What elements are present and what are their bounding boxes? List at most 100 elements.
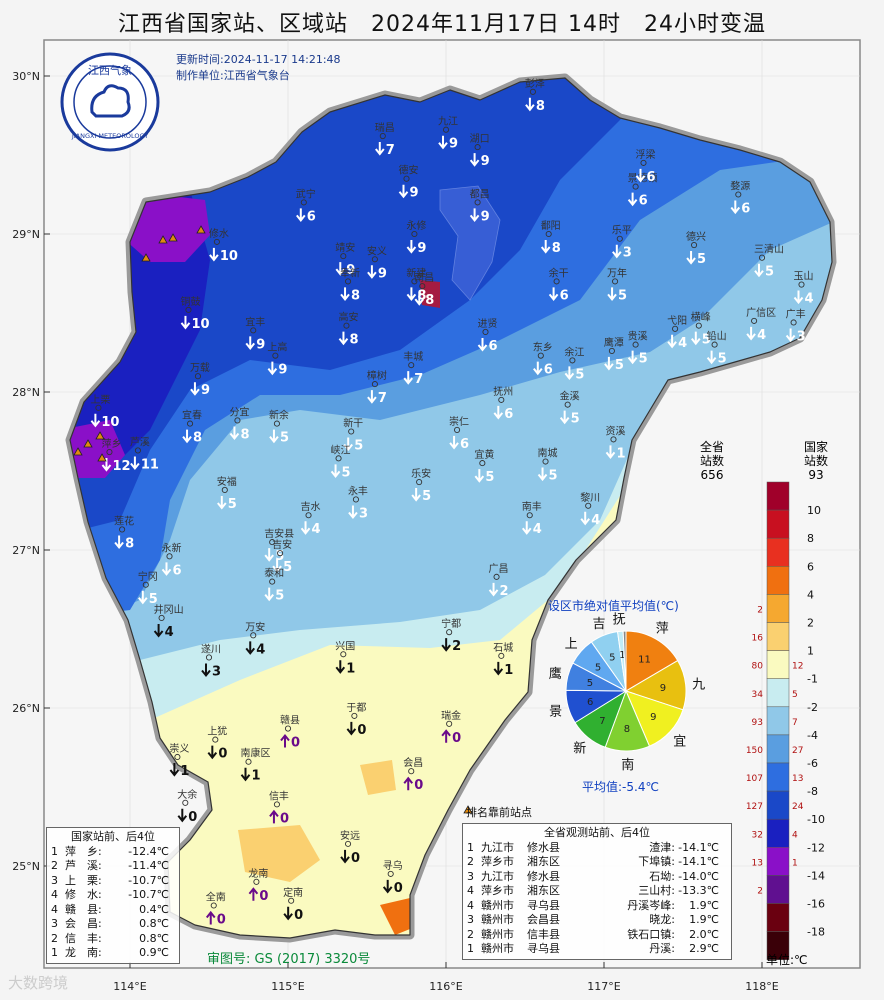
colorbar-tick-label: 6 (807, 560, 814, 573)
station-value: 6 (173, 563, 182, 578)
county-name: 湘东区 (527, 855, 560, 868)
lat-tick-label: 29°N (12, 228, 40, 241)
station-dot-icon (335, 455, 342, 462)
arrow-down-icon (348, 505, 358, 520)
rank-triangle-icon (73, 447, 83, 456)
lat-tick-label: 30°N (12, 70, 40, 83)
station-樟树: 樟树 7 (367, 369, 387, 406)
station-value: 5 (485, 470, 494, 485)
arrow-up-icon (403, 776, 414, 791)
temp-value: 0.8℃ (139, 931, 169, 945)
meta-info: 更新时间:2024-11-17 14:21:48 制作单位:江西省气象台 (176, 52, 341, 84)
station-dot-icon (174, 753, 181, 761)
colorbar-swatch (766, 706, 790, 736)
arrow-up-icon (248, 887, 259, 901)
pie-name-label: 吉 (593, 617, 606, 632)
arrow-down-icon (283, 906, 293, 921)
station-name: 玉山 (794, 271, 814, 283)
province-rank-row: 2 萍乡市 湘东区 下埠镇: -14.1℃ (467, 855, 727, 870)
station-name: 修 水: (65, 888, 102, 901)
station-大余: 大余 0 (177, 788, 197, 825)
pie-name-label: 新 (573, 741, 586, 757)
station-name: 丰城 (403, 350, 423, 363)
pie-name-label: 景 (549, 705, 562, 720)
station-dot-icon (269, 539, 276, 546)
station-value: 3 (359, 506, 368, 521)
jiangxi-meteorology-logo: 江西气象 JIANGXI METEOROLOGY (60, 52, 160, 152)
colorbar-tick-label: -6 (807, 757, 818, 770)
colorbar-tick-label: 4 (807, 588, 814, 601)
station-name: 三清山 (754, 243, 784, 256)
colorbar-swatch (766, 537, 790, 567)
station-name: 奉新 (340, 266, 360, 279)
station-金溪: 金溪 5 (560, 390, 580, 427)
station-name: 龙南 (248, 867, 268, 880)
station-崇仁: 崇仁 6 (449, 416, 469, 452)
station-value: 1 (252, 769, 261, 784)
rank-triangle-icon (141, 253, 151, 262)
station-全南: 全南 0 (206, 891, 226, 928)
station-name: 广昌 (489, 563, 509, 575)
temp-value: -14.1℃ (678, 855, 719, 868)
station-name: 赣 县: (65, 902, 102, 916)
arrow-down-icon (138, 590, 148, 605)
station-name: 下埠镇: (638, 855, 675, 868)
station-name: 都昌 (470, 188, 490, 200)
station-value: 5 (718, 352, 727, 367)
lat-tick-label: 26°N (12, 702, 40, 715)
colorbar-count-nat: 12 (792, 662, 803, 672)
station-dot-icon (616, 235, 623, 242)
station-name: 会 昌: (65, 917, 102, 930)
national-rank-box: 国家站前、后4位 1 萍 乡: -12.4℃ 2 芦 溪: -11.4℃ 3 上 栗: -10.… (46, 827, 180, 964)
arrow-down-icon (343, 437, 353, 452)
colorbar-header-national: 国家 站数 93 (804, 440, 828, 482)
station-dot-icon (537, 352, 544, 359)
station-dot-icon (269, 578, 276, 585)
station-name: 三山村: (638, 884, 675, 897)
station-dot-icon (166, 553, 173, 560)
colorbar-swatch (766, 566, 790, 595)
station-value: 6 (460, 437, 469, 452)
rank-number: 2 (51, 931, 58, 945)
station-吉安县: 吉安县 5 (264, 527, 294, 564)
station-dot-icon (371, 256, 378, 263)
station-name: 井冈山 (154, 603, 184, 616)
arrow-down-icon (335, 660, 346, 674)
colorbar-count-nat: 5 (792, 690, 798, 700)
province-rank-box: 全省观测站前、后4位 1 九江市 修水县 渣津: -14.1℃ 2 萍乡市 湘东区 下埠镇: -1… (462, 823, 732, 960)
station-宜丰: 宜丰 9 (245, 315, 265, 352)
station-dot-icon (632, 341, 639, 348)
station-name: 鄱阳 (541, 219, 561, 232)
lon-tick-label: 118°E (745, 980, 778, 993)
station-dot-icon (273, 801, 280, 808)
station-dot-icon (419, 283, 426, 290)
province-rank-row: 3 赣州市 会昌县 晓龙: 1.9℃ (467, 913, 727, 928)
city-name: 赣州市 (481, 898, 514, 912)
pie-name-label: 鹰 (549, 666, 562, 682)
county-name: 寻乌县 (527, 942, 560, 955)
arrow-down-icon (375, 142, 385, 156)
station-永新: 永新 6 (162, 541, 182, 578)
province-rank-header: 全省观测站前、后4位 (544, 826, 650, 839)
watermark: 大数跨境 (8, 974, 69, 992)
city-average-pie-chart: 11 萍 9 九 9 宜 8 南 7 新 6 景 5 鹰 5 上 5 吉 1 抚 (549, 612, 705, 773)
station-value: 0 (291, 736, 300, 751)
station-value: 0 (351, 851, 360, 866)
station-value: 1 (180, 764, 189, 779)
station-三清山: 三清山 5 (754, 243, 784, 280)
station-dot-icon (498, 652, 505, 659)
station-dot-icon (695, 322, 702, 329)
arrow-up-icon (441, 729, 451, 743)
station-dot-icon (119, 526, 126, 533)
colorbar-count-nat: 1 (792, 858, 798, 868)
province-rank-row: 1 九江市 修水县 渣津: -14.1℃ (467, 841, 727, 856)
rank-triangle-icon (97, 453, 107, 462)
station-寻乌: 寻乌 0 (383, 859, 403, 896)
station-name: 金溪 (560, 390, 580, 403)
station-name: 铜鼓 (180, 295, 200, 308)
band-orange-south (238, 825, 320, 882)
city-name: 赣州市 (481, 927, 514, 941)
rank-number: 1 (51, 844, 58, 858)
station-value: 8 (536, 99, 545, 114)
station-value: 6 (504, 407, 513, 422)
